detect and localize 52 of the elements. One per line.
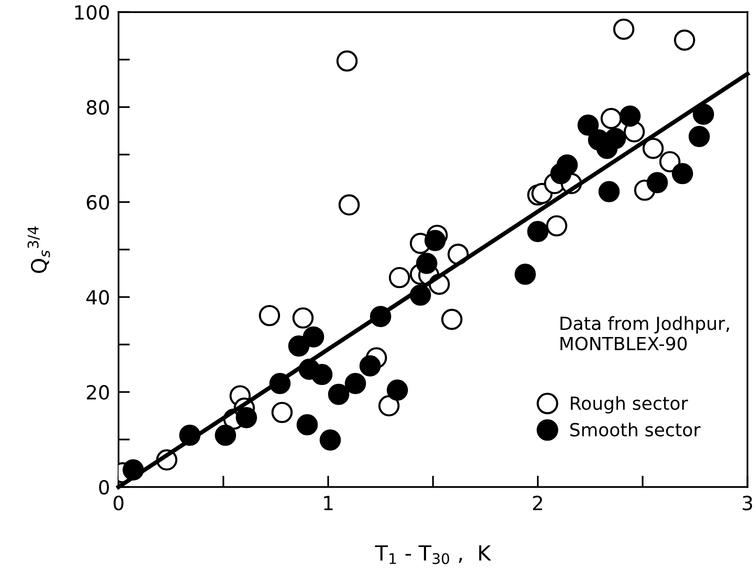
point [288, 335, 310, 357]
x-axis-title: T$_{1}$ - T$_{30}$ , K [375, 545, 492, 564]
point [338, 194, 360, 216]
x-tick-label: 1 [324, 496, 333, 510]
y-tick-label: 80 [86, 100, 109, 115]
point [598, 181, 620, 202]
point [600, 108, 622, 130]
point [258, 304, 280, 326]
point [271, 402, 293, 424]
x-tick-label: 0 [114, 496, 124, 510]
point [613, 18, 634, 40]
point [674, 30, 696, 51]
point [302, 326, 324, 348]
point [514, 264, 536, 285]
point [416, 252, 438, 274]
point [214, 424, 236, 446]
point [344, 372, 366, 394]
x-tick-label: 3 [742, 496, 752, 510]
point [386, 379, 408, 401]
point [236, 407, 258, 428]
point [659, 151, 680, 172]
point [296, 414, 318, 436]
point [546, 215, 568, 236]
point [320, 429, 341, 451]
point [688, 126, 710, 148]
point [642, 138, 664, 160]
point [646, 172, 668, 194]
point [378, 395, 400, 416]
y-tick-label: 100 [75, 5, 109, 20]
legend-label: Smooth sector [570, 422, 701, 437]
point [424, 230, 446, 252]
point [328, 384, 350, 406]
legend-label: Rough sector [570, 396, 688, 414]
point [604, 128, 626, 150]
point [441, 308, 462, 330]
point [578, 114, 599, 136]
point [692, 104, 714, 125]
point [388, 266, 410, 288]
point [619, 105, 641, 127]
annotation: Data from Jodhpur, MONTBLEX-90 [560, 316, 729, 350]
y-tick-label: 60 [86, 195, 109, 210]
y-tick-label: 20 [86, 384, 109, 400]
y-tick-label: 40 [86, 290, 109, 305]
point [336, 50, 358, 72]
point [527, 220, 548, 242]
point [292, 307, 314, 329]
point [359, 355, 381, 377]
y-axis-title: Q$_{s}$$^{3/4}$ [28, 226, 50, 273]
y-tick-label: 0 [99, 480, 109, 495]
point [672, 162, 694, 184]
point [311, 364, 332, 386]
x-tick-label: 2 [533, 496, 542, 510]
